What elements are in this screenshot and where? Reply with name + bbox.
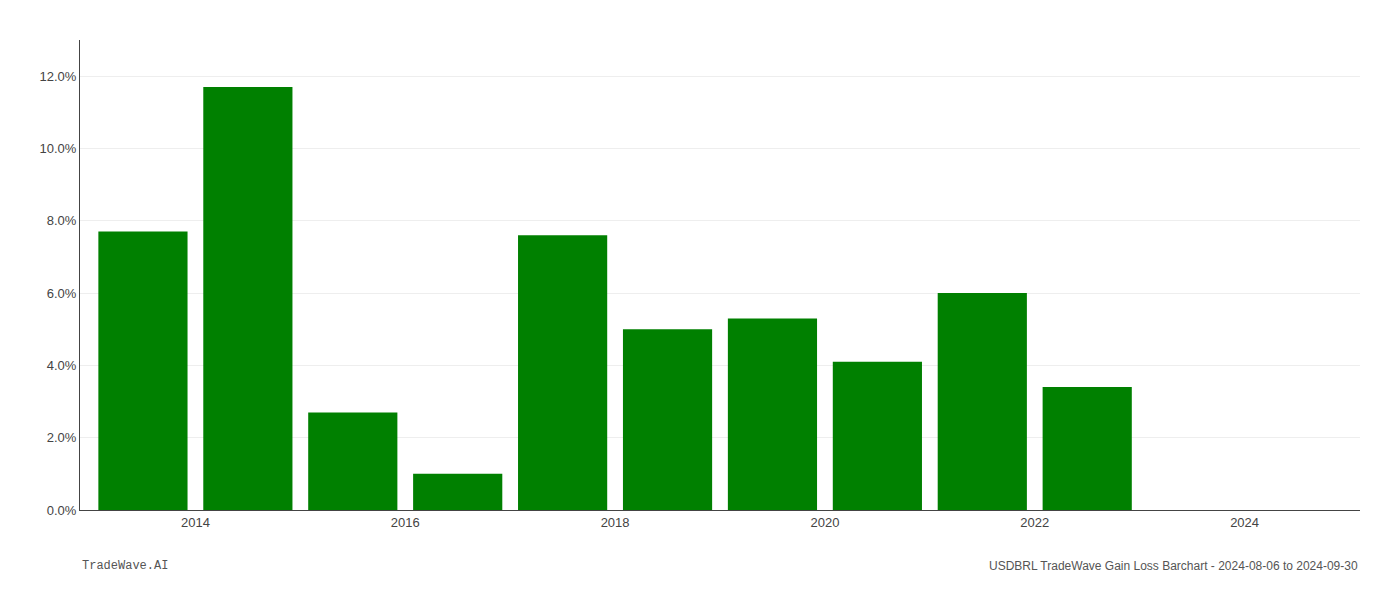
svg-text:2018: 2018 bbox=[601, 515, 630, 530]
svg-text:2.0%: 2.0% bbox=[47, 430, 77, 445]
svg-text:10.0%: 10.0% bbox=[40, 141, 77, 156]
svg-text:2014: 2014 bbox=[181, 515, 210, 530]
svg-text:USDBRL TradeWave Gain Loss Bar: USDBRL TradeWave Gain Loss Barchart - 20… bbox=[989, 559, 1358, 573]
svg-text:8.0%: 8.0% bbox=[47, 213, 77, 228]
svg-text:0.0%: 0.0% bbox=[47, 503, 77, 518]
svg-text:6.0%: 6.0% bbox=[47, 286, 77, 301]
svg-text:2024: 2024 bbox=[1230, 515, 1259, 530]
svg-text:2022: 2022 bbox=[1020, 515, 1049, 530]
svg-text:2020: 2020 bbox=[810, 515, 839, 530]
svg-text:4.0%: 4.0% bbox=[47, 358, 77, 373]
svg-text:2016: 2016 bbox=[391, 515, 420, 530]
svg-text:12.0%: 12.0% bbox=[40, 69, 77, 84]
svg-text:TradeWave.AI: TradeWave.AI bbox=[82, 559, 168, 573]
